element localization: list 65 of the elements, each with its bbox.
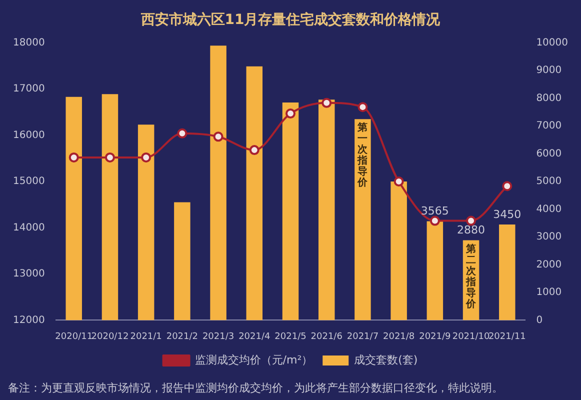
point <box>430 216 440 226</box>
y2-tick-label: 9000 <box>536 65 562 76</box>
annotation: 第二次指导价 <box>465 242 478 310</box>
point <box>141 152 152 162</box>
y2-tick-label: 4000 <box>536 204 562 215</box>
x-tick-label: 2021/5 <box>274 332 306 342</box>
y2-tick-label: 8000 <box>536 92 562 104</box>
legend-label: 成交套数(套) <box>354 353 418 366</box>
y2-tick-label: 0 <box>536 314 543 326</box>
bar <box>426 221 444 320</box>
point <box>322 98 332 108</box>
x-tick-label: 2021/8 <box>382 332 415 342</box>
point <box>177 128 188 138</box>
x-tick-label: 2021/9 <box>419 332 452 342</box>
bar <box>66 96 82 320</box>
bar <box>282 102 299 320</box>
x-tick-label: 2021/7 <box>346 332 379 342</box>
y2-tick-label: 5000 <box>536 176 562 188</box>
bar <box>390 182 407 320</box>
x-tick-label: 2021/11 <box>488 332 526 342</box>
chart-title: 西安市城六区11月存量住宅成交套数和价格情况 <box>140 11 442 28</box>
legend-label: 监测成交均价（元/m²） <box>194 353 313 366</box>
bar <box>138 124 154 320</box>
data-label: 3565 <box>420 204 449 218</box>
bar <box>499 224 516 320</box>
bar <box>318 100 335 320</box>
y2-tick-label: 7000 <box>536 120 562 132</box>
y2-tick-label: 6000 <box>536 148 562 160</box>
y-tick-label: 13000 <box>13 268 45 280</box>
x-tick-label: 2021/3 <box>202 332 234 342</box>
y-tick-label: 15000 <box>13 176 45 188</box>
bar <box>210 46 226 320</box>
text: 备注：为更直观反映市场情况，报告中监测均价成交均价，为此将产生部分数据口径变化，特此说明。 <box>8 381 503 394</box>
y-tick-label: 18000 <box>13 37 45 48</box>
point <box>104 152 115 162</box>
y2-tick-label: 3000 <box>536 232 562 243</box>
y-tick-label: 14000 <box>13 222 45 234</box>
point <box>502 181 512 192</box>
x-tick-label: 2021/4 <box>238 332 270 342</box>
point <box>358 102 368 112</box>
point <box>286 108 296 119</box>
bar <box>354 119 371 320</box>
x-tick-label: 2020/12 <box>91 332 129 342</box>
data-label: 3450 <box>493 208 522 221</box>
y2-tick-label: 1000 <box>536 287 562 298</box>
y2-tick-label: 2000 <box>536 259 562 270</box>
point <box>213 132 224 142</box>
bar <box>246 66 263 320</box>
y-tick-label: 12000 <box>13 314 45 326</box>
data-label: 2880 <box>457 224 486 237</box>
y-tick-label: 17000 <box>13 84 45 95</box>
y2-tick-label: 10000 <box>536 37 568 48</box>
x-tick-label: 2021/10 <box>452 332 490 342</box>
x-tick-label: 2021/1 <box>130 332 162 342</box>
bar <box>174 202 190 320</box>
point <box>466 216 476 226</box>
bar <box>102 94 118 320</box>
x-tick-label: 2021/2 <box>166 332 198 342</box>
point <box>394 176 404 186</box>
y-tick-label: 16000 <box>13 130 45 141</box>
point <box>68 152 79 162</box>
point <box>249 145 260 156</box>
x-tick-label: 2020/11 <box>55 332 93 342</box>
x-tick-label: 2021/6 <box>310 332 343 342</box>
annotation: 第一次指导价 <box>356 122 369 189</box>
